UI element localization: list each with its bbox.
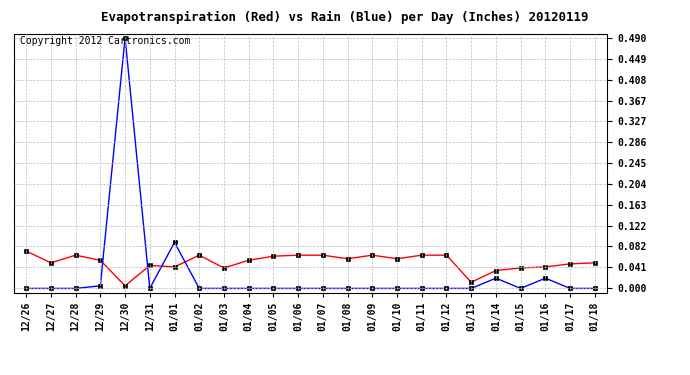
Text: Copyright 2012 Cartronics.com: Copyright 2012 Cartronics.com bbox=[20, 36, 190, 46]
Text: Evapotranspiration (Red) vs Rain (Blue) per Day (Inches) 20120119: Evapotranspiration (Red) vs Rain (Blue) … bbox=[101, 11, 589, 24]
